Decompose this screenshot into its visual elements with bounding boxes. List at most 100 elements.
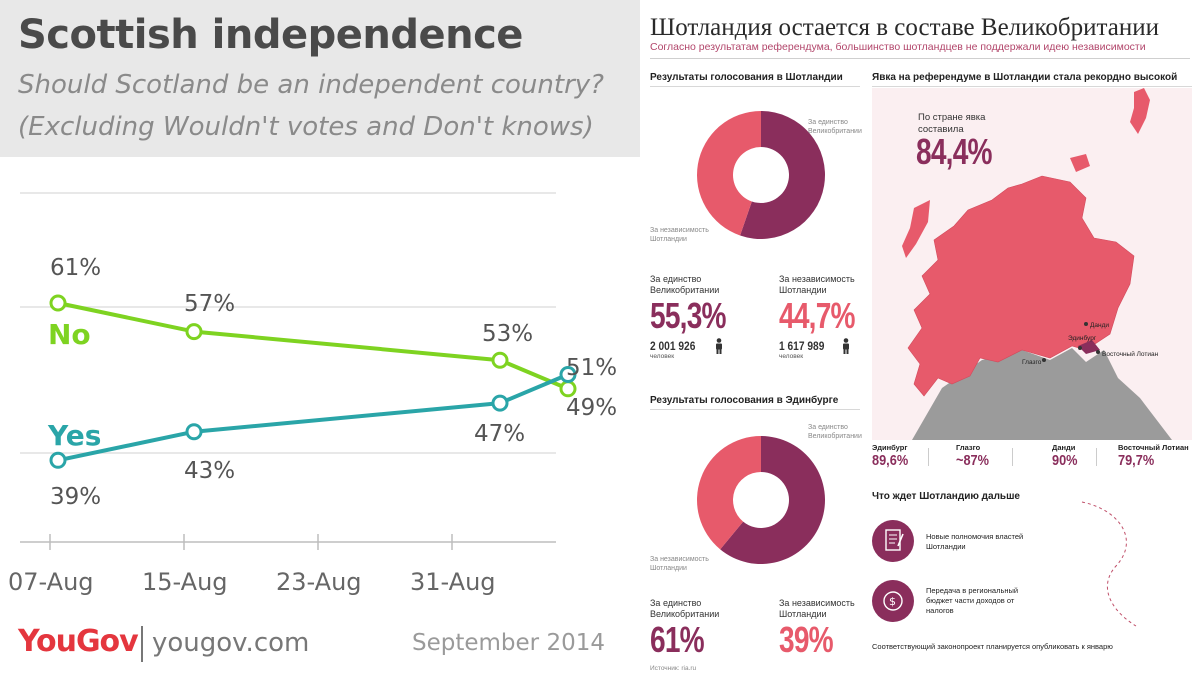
referendum-infographic: Шотландия остается в составе Великобрита… [640,0,1200,678]
edinburgh-dot [1078,346,1082,350]
data-label-no: 49% [566,395,617,421]
series-label-no: No [48,318,91,351]
data-point-yes [185,423,203,441]
east-lothian-dot [1096,350,1100,354]
data-point-yes [559,366,577,383]
edinburgh-indep-slice [697,436,761,550]
edinburgh-union-percent: 61% [650,619,705,660]
edinburgh-donut-indep-label: За независимость Шотландии [650,556,709,572]
map-label-dundee: Данди [1090,322,1109,329]
scotland-turnout-map: Данди Эдинбург Глазго Восточный Лотиан [872,88,1192,440]
map-label-east-lothian: Восточный Лотиан [1102,350,1159,358]
infographic-subtitle: Согласно результатам референдума, больши… [650,41,1146,53]
series-line-no [57,301,569,391]
chart-title: Scottish independence [18,12,523,58]
money-icon: $ [872,580,914,622]
data-point-no [559,380,577,398]
footer-date: September 2014 [412,630,605,656]
series-label-yes: Yes [47,419,101,452]
dashed-connector [1081,501,1137,627]
data-point-no [49,294,67,312]
svg-text:$: $ [889,595,896,608]
chart-subtitle-note: (Excluding Wouldn't votes and Don't know… [18,112,594,142]
turnout-name-east-lothian: Восточный Лотиан [1118,443,1189,452]
scotland-union-slice [740,111,825,239]
scotland-donut-indep-label: За независимость Шотландии [650,227,709,243]
section-divider [650,86,860,87]
footer-site: yougov.com [152,628,310,658]
scotland-union-label: За единство Великобритании [650,274,720,295]
scotland-union-count: 2 001 926 [650,339,696,353]
data-point-yes [49,451,67,469]
scotland-indep-slice [697,111,761,236]
edinburgh-indep-label: За независимость Шотландии [779,598,855,619]
map-label-glasgow: Глазго [1022,359,1042,366]
data-label-yes: 39% [50,484,101,510]
turnout-name-edinburgh: Эдинбург [872,443,908,452]
edinburgh-region [1078,340,1100,354]
chart-subtitle-question: Should Scotland be an independent countr… [18,70,604,100]
poll-line-chart: 07-Aug 15-Aug 23-Aug 31-Aug 61% 57% 53% 49% 39% 4… [8,192,617,596]
scotland-map-shape: Данди Эдинбург Глазго Восточный Лотиан [902,88,1172,440]
data-point-no [185,323,203,341]
turnout-value-glasgow: ~87% [956,452,989,469]
next-steps-footnote: Соответствующий законопроект планируется… [872,642,1113,651]
source-note: Источник: ria.ru [650,665,697,672]
edinburgh-union-slice [720,436,825,564]
hebrides-islands [902,200,930,258]
title-divider [650,58,1190,59]
scotland-results-heading: Результаты голосования в Шотландии [650,72,843,83]
x-tick-label: 15-Aug [142,568,228,596]
data-label-yes: 43% [184,458,235,484]
series-line-yes [57,372,569,463]
chart-header: Scottish independence Should Scotland be… [0,0,640,157]
scotland-indep-unit: человек [779,353,804,360]
edinburgh-donut-union-label: За единство Великобритании [808,424,862,440]
next-item-budget: Передача в региональный бюджет части дох… [926,586,1019,615]
data-label-no: 61% [50,255,101,281]
document-icon [872,520,914,562]
data-label-no: 53% [482,321,533,347]
scotland-union-unit: человек [650,353,675,360]
scotland-donut-chart [697,111,825,239]
turnout-divider [928,448,929,466]
data-point-yes [491,394,509,412]
data-label-yes: 47% [474,421,525,447]
turnout-value-dundee: 90% [1052,452,1078,469]
edinburgh-indep-percent: 39% [779,619,834,660]
turnout-name-glasgow: Глазго [956,443,981,452]
turnout-name-dundee: Данди [1052,443,1076,452]
next-item-powers: Новые полномочия властей Шотландии [926,532,1024,551]
orkney-islands [1070,154,1090,172]
edinburgh-donut-chart [697,436,825,564]
data-label-no: 57% [184,291,235,317]
data-label-yes: 51% [566,355,617,381]
dundee-dot [1084,322,1088,326]
infographic-title: Шотландия остается в составе Великобрита… [650,14,1159,41]
x-tick-label: 31-Aug [410,568,496,596]
turnout-divider [1096,448,1097,466]
section-divider [872,86,1192,87]
yougov-chart-panel: Scottish independence Should Scotland be… [0,0,640,662]
glasgow-dot [1042,358,1046,362]
person-icon [843,338,849,354]
edinburgh-results-heading: Результаты голосования в Эдинбурге [650,395,839,406]
scotland-indep-count: 1 617 989 [779,339,825,353]
next-steps-heading: Что ждет Шотландию дальше [872,491,1020,502]
turnout-value-east-lothian: 79,7% [1118,452,1155,469]
section-divider [650,409,860,410]
map-label-edinburgh: Эдинбург [1068,334,1097,342]
national-turnout-label: По стране явка составила [918,112,986,135]
england-land [912,348,1172,440]
scotland-union-percent: 55,3% [650,295,727,336]
scotland-indep-percent: 44,7% [779,295,856,336]
scotland-land [907,175,1135,397]
x-tick-label: 07-Aug [8,568,94,596]
data-point-no [491,351,509,369]
shetland-islands [1130,88,1150,134]
turnout-value-edinburgh: 89,6% [872,452,909,469]
footer-divider [141,626,143,662]
yougov-logo: YouGov [18,624,139,659]
edinburgh-union-label: За единство Великобритании [650,598,720,619]
turnout-heading: Явка на референдуме в Шотландии стала ре… [872,72,1178,83]
